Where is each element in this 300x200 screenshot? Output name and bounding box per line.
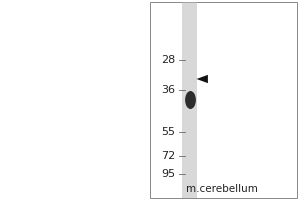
Text: 28: 28 [161, 55, 176, 65]
Text: 95: 95 [161, 169, 176, 179]
Bar [182, 2, 196, 198]
Polygon shape [196, 75, 208, 83]
Text: 55: 55 [161, 127, 176, 137]
Text: 36: 36 [161, 85, 176, 95]
Bar [150, 2, 297, 198]
Text: m.cerebellum: m.cerebellum [186, 184, 258, 194]
Text: 72: 72 [161, 151, 176, 161]
Ellipse shape [185, 91, 196, 109]
